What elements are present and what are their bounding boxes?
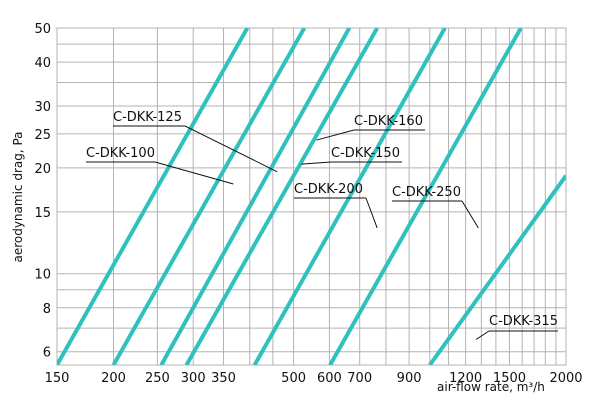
series-line-c-dkk-150 — [159, 28, 352, 365]
leader-line — [475, 330, 490, 340]
series-label-c-dkk-160: C-DKK-160 — [354, 114, 423, 129]
series-line-c-dkk-250 — [328, 28, 523, 365]
tick-labels: 150 200 250 300 350 500 600 700 900 1200 1500 2000 6… — [34, 22, 582, 386]
x-tick-label: 700 — [347, 371, 372, 386]
series-lines — [57, 28, 566, 365]
y-tick-label: 20 — [34, 162, 51, 177]
series-line-c-dkk-160 — [184, 28, 379, 365]
y-tick-label: 40 — [34, 56, 51, 71]
y-tick-label: 8 — [43, 302, 51, 317]
series-line-c-dkk-200 — [252, 28, 447, 365]
x-tick-label: 1200 — [449, 371, 482, 386]
x-tick-label: 500 — [281, 371, 306, 386]
series-label-c-dkk-200: C-DKK-200 — [294, 182, 363, 197]
leader-line — [316, 129, 355, 141]
x-tick-label: 1500 — [493, 371, 526, 386]
x-tick-label: 350 — [211, 371, 236, 386]
y-tick-label: 6 — [43, 346, 51, 361]
y-tick-label: 25 — [34, 128, 51, 143]
series-label-c-dkk-150: C-DKK-150 — [331, 146, 400, 161]
plot-frame — [56, 27, 567, 366]
x-tick-label: 150 — [45, 371, 70, 386]
x-tick-label: 2000 — [549, 371, 582, 386]
series-label-c-dkk-125: C-DKK-125 — [113, 110, 182, 125]
x-tick-label: 200 — [101, 371, 126, 386]
leader-line — [301, 161, 332, 165]
leader-line — [154, 161, 234, 185]
leader-line — [365, 197, 378, 229]
series-line-c-dkk-125 — [111, 28, 307, 365]
series-labels: C-DKK-125 C-DKK-100 C-DKK-160 C-DKK-150 C-DK… — [86, 110, 558, 340]
leader-line — [184, 125, 278, 173]
x-tick-label: 900 — [397, 371, 422, 386]
series-label-c-dkk-315: C-DKK-315 — [489, 314, 558, 329]
x-tick-label: 600 — [317, 371, 342, 386]
x-axis-title: air-flow rate, m³/h — [437, 380, 545, 394]
leader-line — [461, 200, 479, 229]
series-label-c-dkk-100: C-DKK-100 — [86, 146, 155, 161]
x-tick-label: 250 — [145, 371, 170, 386]
series-label-c-dkk-250: C-DKK-250 — [392, 185, 461, 200]
grid — [56, 27, 567, 366]
y-tick-label: 50 — [34, 22, 51, 37]
y-axis-title: aerodynamic drag, Pa — [11, 131, 25, 262]
series-line-c-dkk-100 — [57, 28, 250, 365]
y-tick-label: 30 — [34, 100, 51, 115]
y-tick-label: 10 — [34, 268, 51, 283]
x-tick-label: 300 — [181, 371, 206, 386]
y-tick-label: 15 — [34, 206, 51, 221]
series-line-c-dkk-315 — [428, 174, 566, 365]
